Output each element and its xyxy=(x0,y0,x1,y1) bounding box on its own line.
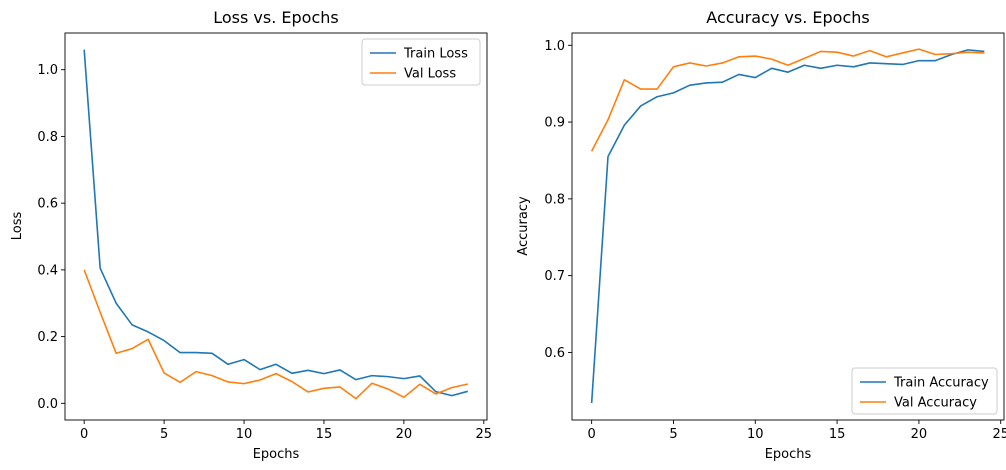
accuracy-y-axis-label: Accuracy xyxy=(516,196,531,256)
loss-legend-label: Val Loss xyxy=(404,67,456,82)
loss-y-tick-label: 0.8 xyxy=(37,130,58,145)
accuracy-y-tick-label: 0.7 xyxy=(544,269,565,284)
loss-legend-label: Train Loss xyxy=(403,47,468,62)
accuracy-x-tick-label: 0 xyxy=(587,427,595,442)
loss-x-tick-label: 20 xyxy=(396,427,413,442)
accuracy-x-tick-label: 25 xyxy=(992,427,1006,442)
accuracy-legend-label: Train Accuracy xyxy=(893,376,989,391)
accuracy-x-tick-label: 15 xyxy=(829,427,846,442)
loss-series-val-line xyxy=(83,269,468,400)
accuracy-lines xyxy=(590,48,985,404)
accuracy-y-tick-label: 0.6 xyxy=(544,346,565,361)
accuracy-y-tick-label: 0.8 xyxy=(544,192,565,207)
accuracy-legend: Train Accuracy Val Accuracy xyxy=(851,367,998,415)
loss-chart: Loss vs. Epochs Epochs Loss 0 5 10 15 20 25 0.… xyxy=(10,8,492,462)
accuracy-series-val-line xyxy=(590,48,985,152)
accuracy-y-tick-label: 1.0 xyxy=(544,39,565,54)
loss-legend: Train Loss Val Loss xyxy=(361,38,481,86)
loss-x-tick-label: 5 xyxy=(160,427,168,442)
loss-chart-title: Loss vs. Epochs xyxy=(213,8,338,27)
loss-plot-area xyxy=(64,32,488,421)
loss-ticks: 0 5 10 15 20 25 0.0 0.2 0.4 0.6 0.8 1.0 xyxy=(37,63,492,442)
loss-y-tick-label: 0.0 xyxy=(37,397,58,412)
loss-y-tick-label: 0.6 xyxy=(37,197,58,212)
accuracy-legend-box xyxy=(851,367,998,415)
loss-x-tick-label: 0 xyxy=(80,427,88,442)
loss-x-tick-label: 25 xyxy=(476,427,493,442)
loss-y-tick-label: 1.0 xyxy=(37,63,58,78)
accuracy-chart: Accuracy vs. Epochs Epochs Accuracy 0 5 10… xyxy=(516,8,1006,462)
loss-y-tick-label: 0.4 xyxy=(37,263,58,278)
loss-x-tick-label: 15 xyxy=(316,427,333,442)
accuracy-plot-area xyxy=(571,32,1005,421)
loss-x-axis-label: Epochs xyxy=(253,447,300,462)
accuracy-y-tick-label: 0.9 xyxy=(544,116,565,131)
loss-y-tick-label: 0.2 xyxy=(37,330,58,345)
accuracy-x-tick-label: 20 xyxy=(911,427,928,442)
accuracy-ticks: 0 5 10 15 20 25 0.6 0.7 0.8 0.9 1.0 xyxy=(544,39,1006,442)
accuracy-chart-title: Accuracy vs. Epochs xyxy=(706,8,869,27)
accuracy-legend-label: Val Accuracy xyxy=(894,396,977,411)
loss-x-tick-label: 10 xyxy=(236,427,253,442)
loss-lines xyxy=(83,49,469,400)
accuracy-x-axis-label: Epochs xyxy=(765,447,812,462)
accuracy-x-tick-label: 10 xyxy=(747,427,764,442)
loss-y-axis-label: Loss xyxy=(10,212,25,241)
accuracy-x-tick-label: 5 xyxy=(669,427,677,442)
loss-series-train-line xyxy=(83,49,469,397)
accuracy-series-train-line xyxy=(590,49,985,404)
